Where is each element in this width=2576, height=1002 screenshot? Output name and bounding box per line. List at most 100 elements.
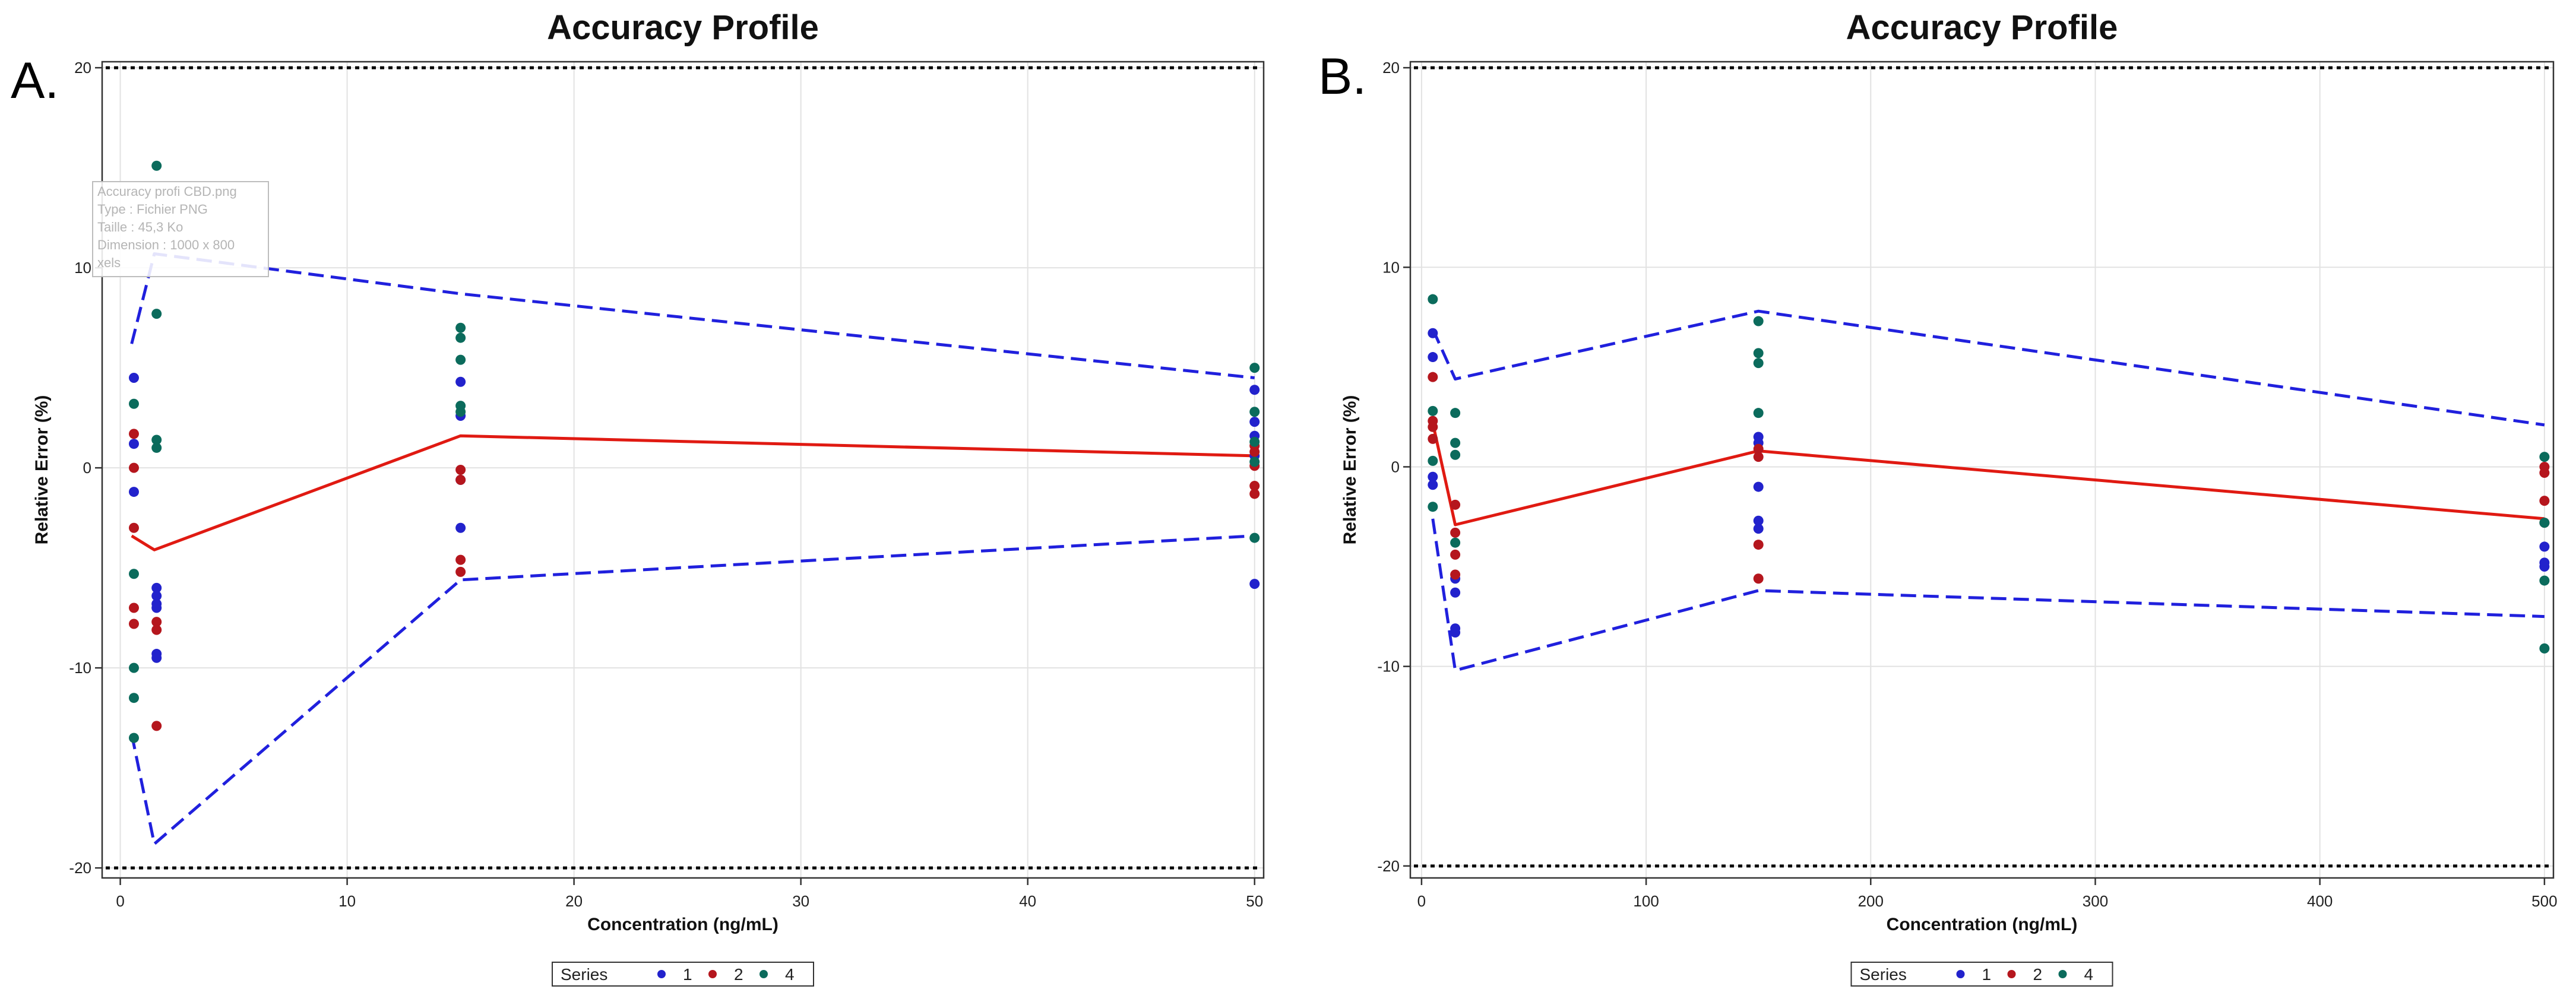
data-point-series-4: [455, 354, 466, 365]
x-tick-label: 40: [1019, 892, 1036, 910]
data-point-series-4: [1753, 316, 1764, 326]
data-point-series-2: [151, 721, 162, 731]
data-point-series-2: [1428, 421, 1438, 432]
data-point-series-2: [1249, 446, 1260, 457]
data-point-series-2: [1450, 549, 1461, 560]
legend-entry: 4: [785, 965, 795, 984]
data-point-series-2: [1450, 569, 1461, 580]
data-point-series-4: [455, 332, 466, 343]
data-point-series-2: [455, 465, 466, 475]
data-point-series-4: [128, 693, 139, 703]
x-axis-label: Concentration (ng/mL): [1887, 915, 2078, 934]
data-point-series-1: [128, 487, 139, 497]
data-point-series-1: [151, 591, 162, 601]
data-point-series-2: [128, 522, 139, 533]
file-info-tooltip: [92, 181, 269, 277]
x-tick-label: 20: [565, 892, 583, 910]
tooltip-line: Taille : 45,3 Ko: [97, 220, 183, 234]
legend-marker-series-2: [708, 970, 717, 978]
legend-marker-series-4: [2058, 970, 2067, 978]
data-point-series-2: [151, 617, 162, 627]
data-point-series-2: [1753, 443, 1764, 454]
data-point-series-2: [1450, 499, 1461, 510]
data-point-series-4: [151, 309, 162, 319]
data-point-series-4: [1753, 408, 1764, 418]
tooltip-line: Type : Fichier PNG: [97, 202, 208, 217]
data-point-series-2: [1428, 372, 1438, 382]
data-point-series-4: [1249, 532, 1260, 543]
data-point-series-2: [2539, 496, 2550, 506]
y-tick-label: 10: [1382, 258, 1400, 276]
y-tick-label: 20: [1382, 59, 1400, 77]
x-tick-label: 0: [116, 892, 124, 910]
panel-label: A.: [11, 52, 59, 109]
y-tick-label: -20: [1377, 857, 1400, 875]
data-point-series-4: [151, 435, 162, 445]
data-point-series-4: [1428, 294, 1438, 305]
x-tick-label: 100: [1633, 892, 1659, 910]
mean-error-line: [131, 434, 1255, 551]
data-point-series-4: [128, 662, 139, 673]
upper-tolerance-line: [1431, 309, 2545, 427]
legend-entry: 2: [734, 965, 743, 984]
data-point-series-2: [1249, 489, 1260, 499]
data-point-series-1: [2539, 562, 2550, 572]
data-point-series-4: [1428, 502, 1438, 512]
accuracy-profile-chart-a: Accuracy Profile A. 0 10 20 30 40 50 -20 -10 0 10 20…: [11, 8, 1265, 987]
x-tick-label: 300: [2083, 892, 2108, 910]
legend-marker-series-2: [2007, 970, 2016, 978]
data-point-series-1: [1753, 524, 1764, 534]
legend-title: Series: [561, 965, 607, 984]
data-point-series-1: [151, 652, 162, 663]
data-point-series-4: [1450, 537, 1461, 548]
y-tick-label: -20: [69, 859, 91, 877]
tooltip-line: Dimension : 1000 x 800: [97, 237, 235, 252]
data-point-series-2: [151, 624, 162, 635]
data-point-series-4: [2539, 575, 2550, 586]
data-point-series-2: [1249, 480, 1260, 491]
data-point-series-1: [1249, 579, 1260, 589]
lower-tolerance-line: [1431, 518, 2545, 672]
x-tick-label: 50: [1246, 892, 1263, 910]
y-axis-label: Relative Error (%): [1340, 395, 1360, 545]
x-axis-label: Concentration (ng/mL): [587, 915, 779, 934]
data-point-series-4: [128, 733, 139, 743]
mean-error-line: [1431, 422, 2545, 527]
chart-title: Accuracy Profile: [1846, 8, 2118, 47]
data-point-series-4: [1450, 449, 1461, 460]
data-point-series-2: [455, 474, 466, 485]
data-point-series-4: [455, 322, 466, 333]
lower-tolerance-line: [130, 534, 1255, 846]
data-point-series-2: [1428, 433, 1438, 444]
upper-tolerance-line: [130, 252, 1255, 379]
data-point-series-1: [1249, 385, 1260, 395]
data-point-series-4: [2539, 643, 2550, 654]
data-point-series-4: [1450, 408, 1461, 418]
data-point-series-2: [1753, 452, 1764, 462]
x-tick-label: 30: [792, 892, 809, 910]
data-point-series-2: [1753, 540, 1764, 550]
data-point-series-2: [128, 603, 139, 613]
data-point-series-1: [1428, 471, 1438, 482]
legend-box: [552, 962, 814, 987]
data-point-series-4: [1249, 456, 1260, 467]
data-point-series-1: [128, 372, 139, 383]
data-point-series-2: [128, 429, 139, 439]
data-point-series-2: [128, 619, 139, 629]
data-point-series-1: [1450, 627, 1461, 638]
plot-area: [102, 62, 1264, 878]
data-point-series-4: [128, 569, 139, 579]
data-point-series-1: [1753, 515, 1764, 526]
data-point-series-4: [1753, 348, 1764, 359]
data-point-series-1: [1753, 481, 1764, 492]
legend-entry: 4: [2084, 965, 2094, 984]
tooltip-line: xels: [97, 255, 121, 270]
data-point-series-1: [2539, 541, 2550, 552]
y-tick-label: 0: [1391, 458, 1400, 475]
legend-entry: 2: [2033, 965, 2043, 984]
legend-marker-series-4: [759, 970, 768, 978]
data-point-series-4: [128, 398, 139, 409]
data-point-series-1: [151, 582, 162, 593]
legend-box: [1850, 962, 2113, 987]
